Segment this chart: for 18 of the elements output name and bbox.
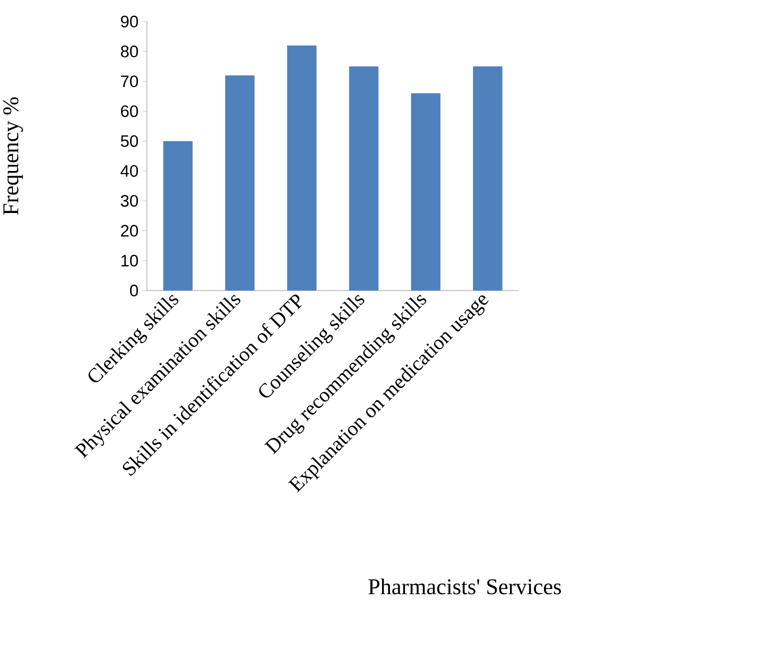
- bar: [411, 93, 440, 290]
- y-tick-label: 30: [120, 194, 138, 207]
- y-axis-title: Frequency %: [3, 97, 24, 215]
- y-tick-label: 40: [120, 164, 138, 177]
- bar: [287, 45, 317, 290]
- y-tick-label: 70: [121, 75, 138, 88]
- y-tick-label: 90: [120, 16, 138, 28]
- y-tick-label: 10: [121, 254, 138, 266]
- bar: [473, 66, 502, 290]
- y-tick-label: 60: [121, 105, 138, 117]
- y-tick-label: 50: [120, 135, 138, 147]
- y-tick-label: 0: [130, 284, 138, 296]
- bar: [163, 140, 193, 290]
- y-tick-label: 80: [120, 45, 138, 58]
- y-tick-label: 20: [121, 224, 138, 236]
- bar: [225, 75, 255, 290]
- bar: [349, 66, 378, 290]
- x-axis-title: Pharmacists' Services: [368, 578, 561, 594]
